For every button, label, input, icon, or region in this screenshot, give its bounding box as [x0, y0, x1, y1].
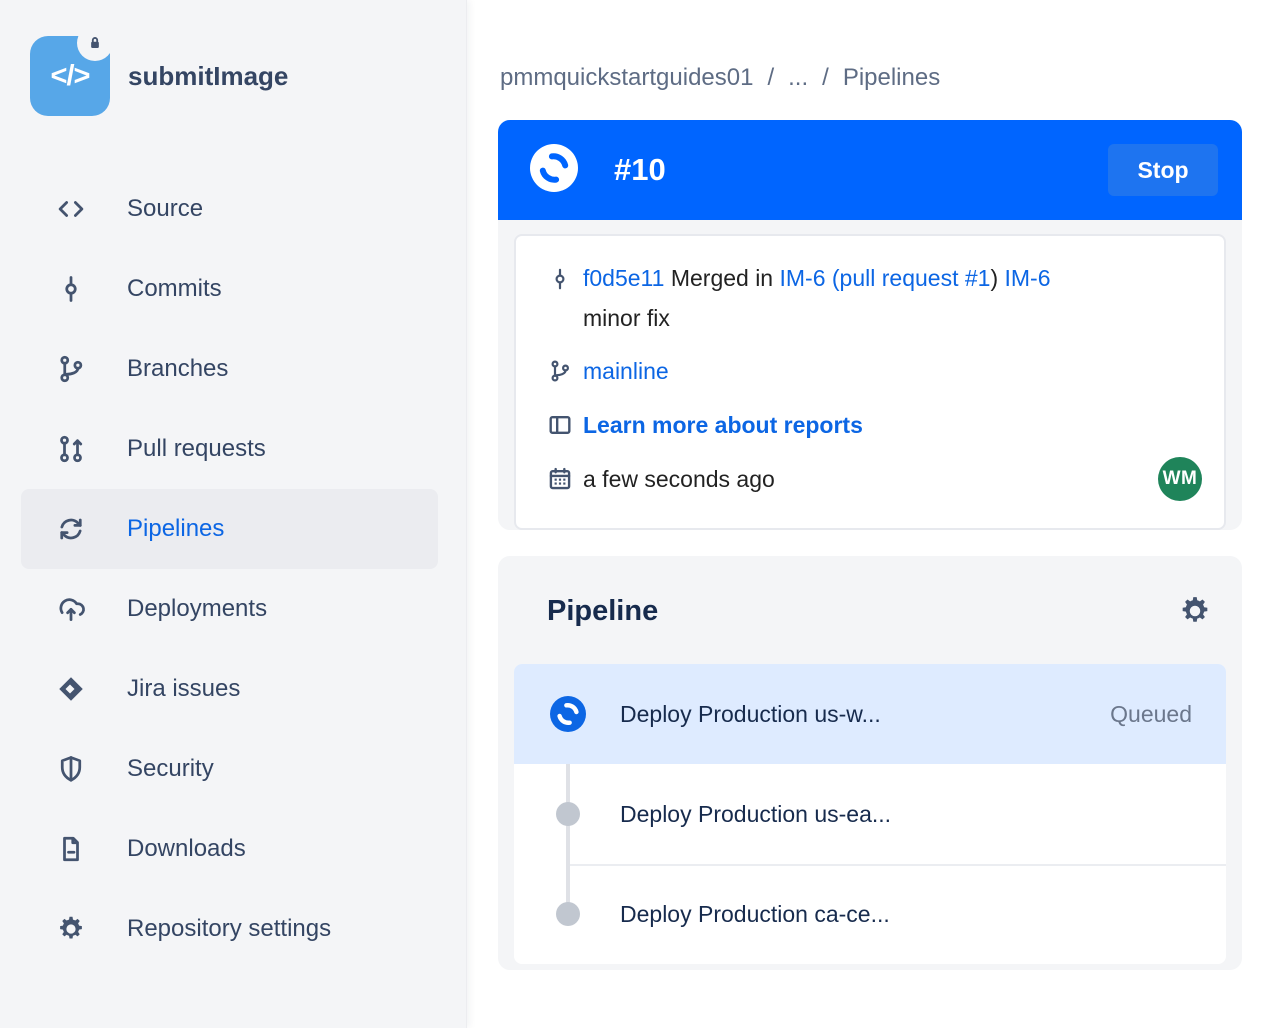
- pipeline-title-row: Pipeline: [514, 556, 1226, 664]
- repo-name: submitImage: [128, 60, 289, 91]
- step-label: Deploy Production us-ea...: [620, 800, 892, 827]
- run-number: #10: [614, 152, 666, 187]
- step-pending-dot-icon: [550, 802, 586, 826]
- breadcrumb-ellipsis[interactable]: ...: [788, 64, 809, 91]
- breadcrumb-separator: /: [822, 64, 829, 91]
- sidebar-item-label: Pull requests: [127, 435, 266, 462]
- branch-row: mainline: [547, 344, 1202, 398]
- cloud-upload-icon: [55, 593, 87, 625]
- learn-more-reports-link[interactable]: Learn more about reports: [583, 411, 863, 438]
- repo-sidebar: </> submitImage Source Commits: [0, 0, 467, 1028]
- report-icon: [547, 412, 573, 438]
- run-status-spinner-icon: [530, 143, 578, 197]
- pull-request-link[interactable]: (pull request #1: [831, 265, 991, 291]
- pipelines-icon: [55, 513, 87, 545]
- sidebar-item-security[interactable]: Security: [21, 729, 438, 809]
- sidebar-item-label: Jira issues: [127, 675, 241, 702]
- pipeline-settings-button[interactable]: [1178, 594, 1212, 628]
- pull-request-icon: [55, 433, 87, 465]
- commit-message-text: Merged in: [664, 265, 780, 291]
- breadcrumb: pmmquickstartguides01 / ... / Pipelines: [498, 64, 1242, 92]
- breadcrumb-separator: /: [767, 64, 775, 91]
- sidebar-item-source[interactable]: Source: [21, 169, 438, 249]
- commit-icon: [55, 273, 87, 305]
- repo-header: </> submitImage: [0, 25, 466, 116]
- pipeline-run-card: #10 Stop f0d5e11 Merged in IM-6 (pull re…: [498, 120, 1242, 530]
- step-status-badge: Queued: [1110, 700, 1192, 727]
- sidebar-item-label: Security: [127, 755, 214, 782]
- sidebar-item-commits[interactable]: Commits: [21, 249, 438, 329]
- stop-button[interactable]: Stop: [1108, 144, 1218, 196]
- repo-avatar-glyph: </>: [50, 59, 91, 92]
- pipeline-title: Pipeline: [547, 594, 659, 627]
- gear-icon: [1182, 597, 1208, 622]
- commit-message-row: f0d5e11 Merged in IM-6 (pull request #1)…: [547, 258, 1202, 338]
- commit-icon: [547, 266, 573, 292]
- sidebar-item-label: Deployments: [127, 595, 268, 622]
- sidebar-item-jira-issues[interactable]: Jira issues: [21, 649, 438, 729]
- branch-link[interactable]: mainline: [583, 357, 669, 384]
- sidebar-item-label: Pipelines: [127, 515, 225, 542]
- sidebar-item-label: Commits: [127, 275, 222, 302]
- step-label: Deploy Production ca-ce...: [620, 900, 890, 927]
- document-icon: [55, 833, 87, 865]
- sidebar-item-label: Source: [127, 195, 204, 222]
- commit-hash-link[interactable]: f0d5e11: [583, 265, 665, 291]
- jira-icon: [55, 673, 87, 705]
- sidebar-item-downloads[interactable]: Downloads: [21, 809, 438, 889]
- branch-icon: [55, 353, 87, 385]
- sidebar-item-label: Downloads: [127, 835, 246, 862]
- jira-issue-link[interactable]: IM-6: [1004, 265, 1051, 291]
- sidebar-item-branches[interactable]: Branches: [21, 329, 438, 409]
- commit-message: f0d5e11 Merged in IM-6 (pull request #1)…: [583, 265, 1051, 331]
- step-row-deploy-us-east[interactable]: Deploy Production us-ea...: [514, 764, 1226, 864]
- breadcrumb-repo-link[interactable]: pmmquickstartguides01: [500, 64, 754, 91]
- timestamp-row: a few seconds ago WM: [547, 452, 1202, 506]
- step-running-spinner-icon: [550, 696, 586, 732]
- sidebar-item-deployments[interactable]: Deployments: [21, 569, 438, 649]
- branch-icon: [547, 358, 573, 384]
- calendar-icon: [547, 466, 573, 492]
- code-icon: [55, 193, 87, 225]
- lock-icon: [77, 25, 113, 61]
- sidebar-item-pipelines[interactable]: Pipelines: [21, 489, 438, 569]
- sidebar-item-pull-requests[interactable]: Pull requests: [21, 409, 438, 489]
- sidebar-item-repository-settings[interactable]: Repository settings: [21, 889, 438, 969]
- row-divider: [570, 864, 1226, 866]
- repo-avatar: </>: [30, 25, 113, 116]
- repo-nav: Source Commits Branches Pull requests: [0, 169, 466, 969]
- breadcrumb-current-page: Pipelines: [842, 64, 941, 91]
- sidebar-item-label: Repository settings: [127, 915, 332, 942]
- pipeline-steps-list: Deploy Production us-w... Queued Deploy …: [514, 664, 1226, 964]
- step-row-deploy-ca-central[interactable]: Deploy Production ca-ce...: [514, 864, 1226, 964]
- step-pending-dot-icon: [550, 902, 586, 926]
- commit-message-line2: minor fix: [583, 305, 670, 331]
- jira-issue-link[interactable]: IM-6: [779, 265, 826, 291]
- gear-icon: [55, 913, 87, 945]
- sidebar-item-label: Branches: [127, 355, 229, 382]
- step-label: Deploy Production us-w...: [620, 700, 881, 727]
- run-timestamp: a few seconds ago: [583, 465, 775, 492]
- pipeline-run-header: #10 Stop: [498, 120, 1242, 220]
- commit-card: f0d5e11 Merged in IM-6 (pull request #1)…: [514, 234, 1226, 530]
- reports-row: Learn more about reports: [547, 398, 1202, 452]
- shield-icon: [55, 753, 87, 785]
- main-content: pmmquickstartguides01 / ... / Pipelines …: [467, 0, 1264, 1028]
- author-avatar: WM: [1158, 457, 1202, 501]
- step-row-deploy-us-west[interactable]: Deploy Production us-w... Queued: [514, 664, 1226, 764]
- pipeline-steps-card: Pipeline Deploy Production us-w... Queue…: [498, 556, 1242, 970]
